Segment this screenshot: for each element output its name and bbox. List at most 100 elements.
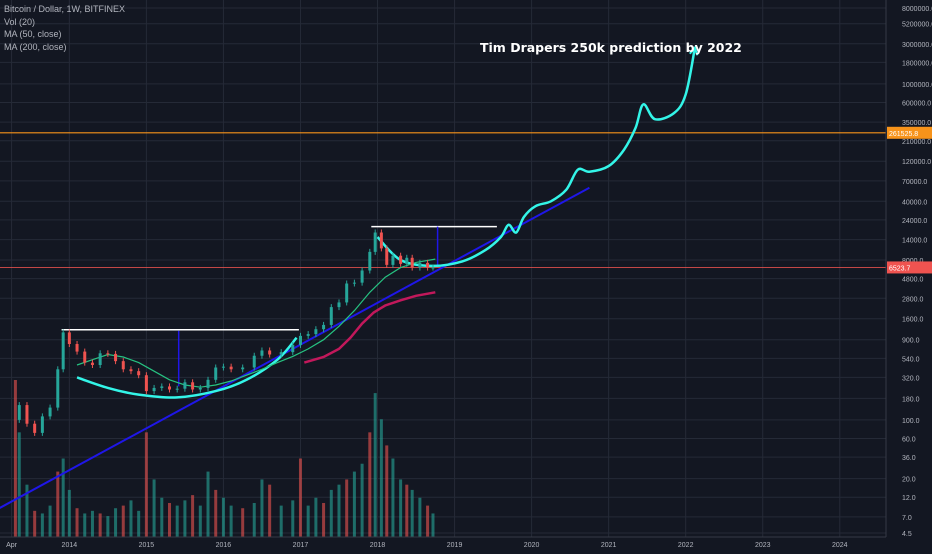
volume-bar: [160, 497, 164, 537]
prediction-annotation: Tim Drapers 250k prediction by 2022: [480, 40, 742, 55]
volume-bar: [13, 380, 17, 537]
volume-bars: [13, 380, 435, 537]
candle-body: [214, 367, 218, 380]
candle-body: [75, 344, 79, 352]
volume-bar: [144, 432, 148, 537]
y-tick-label: 4800.0: [902, 277, 924, 284]
candle-body: [373, 232, 377, 252]
x-tick-label: 2017: [293, 542, 309, 549]
candle-body: [98, 353, 102, 365]
volume-bar: [352, 471, 356, 537]
x-tick-label: 2014: [62, 542, 78, 549]
current-price-tag-bg: [887, 261, 932, 274]
candle-body: [385, 248, 389, 265]
candle-body: [418, 262, 422, 268]
volume-bar: [279, 505, 283, 537]
candle-body: [167, 386, 171, 390]
volume-bar: [98, 513, 102, 537]
candle-body: [314, 329, 318, 335]
candle-body: [298, 335, 302, 345]
x-tick-label: 2022: [678, 542, 694, 549]
candle-body: [183, 382, 187, 389]
x-tick-label: 2020: [524, 542, 540, 549]
volume-bar: [329, 489, 333, 537]
y-tick-label: 540.0: [902, 356, 920, 363]
candle-body: [198, 387, 202, 390]
volume-bar: [399, 479, 403, 537]
volume-bar: [241, 508, 245, 537]
y-tick-label: 8000000.0: [902, 6, 932, 13]
volume-bar: [314, 497, 318, 537]
candle-body: [160, 386, 164, 388]
candle-body: [106, 353, 110, 355]
candle-body: [25, 405, 29, 424]
candle-body: [345, 283, 349, 303]
curve-drawing: [376, 47, 697, 268]
candle-body: [229, 366, 233, 370]
candle-body: [426, 262, 430, 268]
candle-body: [291, 344, 295, 353]
volume-bar: [385, 445, 389, 537]
volume-bar: [426, 505, 430, 537]
volume-bar: [268, 484, 272, 537]
volume-bar: [17, 432, 21, 537]
volume-bar: [345, 479, 349, 537]
chart-legend: Bitcoin / Dollar, 1W, BITFINEX Vol (20) …: [4, 3, 125, 53]
x-tick-label: 2023: [755, 542, 771, 549]
volume-bar: [183, 500, 187, 537]
candle-body: [368, 251, 372, 271]
volume-bar: [360, 463, 364, 537]
curve-drawing: [76, 336, 298, 399]
y-tick-label: 210000.0: [902, 139, 931, 146]
volume-bar: [322, 502, 326, 537]
volume-bar: [121, 505, 125, 537]
y-tick-label: 12.0: [902, 495, 916, 502]
candle-body: [17, 405, 21, 420]
y-tick-label: 900.0: [902, 338, 920, 345]
candle-body: [241, 367, 245, 370]
volume-bar: [260, 479, 264, 537]
candle-body: [360, 270, 364, 283]
legend-volume: Vol (20): [4, 16, 36, 27]
y-tick-label: 1600.0: [902, 317, 924, 324]
x-tick-label: 2018: [370, 542, 386, 549]
volume-bar: [56, 471, 60, 537]
volume-bar: [291, 500, 295, 537]
volume-bar: [298, 458, 302, 537]
y-tick-label: 2800.0: [902, 296, 924, 303]
level-price-tag: 261525.8: [889, 131, 918, 138]
y-tick-label: 1800000.0: [902, 60, 932, 67]
volume-bar: [221, 497, 225, 537]
legend-ma50: MA (50, close): [4, 29, 62, 39]
candle-body: [221, 366, 225, 368]
candle-body: [83, 351, 87, 363]
volume-bar: [306, 505, 310, 537]
volume-bar: [229, 505, 233, 537]
candle-body: [405, 257, 409, 264]
candle-body: [40, 416, 44, 433]
y-tick-label: 320.0: [902, 375, 920, 382]
y-tick-label: 20.0: [902, 477, 916, 484]
candle-body: [337, 302, 341, 308]
candle-body: [121, 361, 125, 370]
candle-body: [260, 350, 264, 356]
candle-body: [90, 362, 94, 365]
x-tick-label: Apr: [6, 542, 18, 549]
volume-bar: [214, 489, 218, 537]
y-tick-label: 3000000.0: [902, 42, 932, 49]
volume-bar: [152, 479, 156, 537]
x-tick-label: 2024: [832, 542, 848, 549]
volume-bar: [129, 500, 133, 537]
y-tick-label: 1000000.0: [902, 82, 932, 89]
volume-bar: [191, 495, 195, 537]
candle-body: [410, 257, 414, 268]
y-tick-label: 180.0: [902, 396, 920, 403]
candle-body: [33, 423, 37, 433]
projection-arrowhead: [689, 45, 699, 56]
volume-bar: [431, 513, 435, 537]
volume-bar: [40, 513, 44, 537]
